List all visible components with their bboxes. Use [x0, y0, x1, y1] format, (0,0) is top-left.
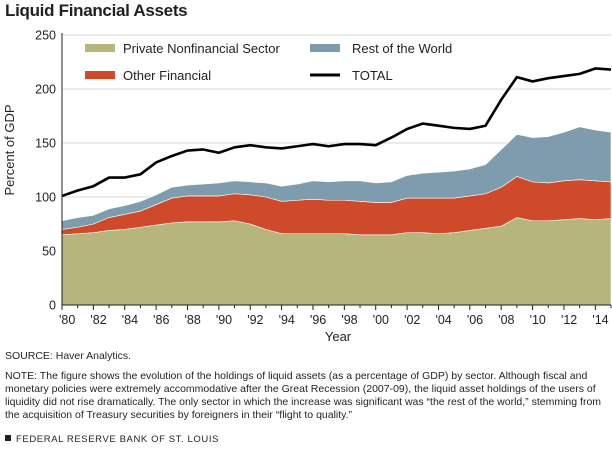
footer-square-icon [5, 435, 11, 441]
y-tick-label: 250 [35, 29, 56, 43]
x-tick-label: '06 [467, 313, 483, 327]
x-tick-label: '96 [310, 313, 326, 327]
x-tick-label: '94 [279, 313, 295, 327]
footer: FEDERAL RESERVE BANK OF ST. LOUIS [5, 434, 219, 445]
axes [61, 33, 612, 310]
source-note: SOURCE: Haver Analytics. [5, 350, 132, 362]
x-tick-label: '04 [435, 313, 451, 327]
y-tick-label: 0 [49, 299, 56, 313]
x-tick-label: '80 [59, 313, 75, 327]
x-tick-label: '02 [404, 313, 420, 327]
legend-swatch-rest-of-world [310, 44, 340, 52]
y-tick-label: 200 [35, 83, 56, 97]
total-line [61, 67, 612, 198]
footer-text: FEDERAL RESERVE BANK OF ST. LOUIS [16, 434, 219, 445]
legend-label-total: TOTAL [352, 68, 393, 83]
x-tick-label: '82 [90, 313, 106, 327]
chart-area: 0 50 100 150 200 250 '80 '82 '84 '86 '88 '90 '92 '94… [2, 29, 612, 344]
x-tick-label: '12 [561, 313, 577, 327]
legend-label-rest-of-world: Rest of the World [352, 41, 452, 56]
y-tick-labels: 0 50 100 150 200 250 [35, 29, 56, 313]
legend-label-other-financial: Other Financial [123, 68, 211, 83]
legend-swatch-other-financial [85, 71, 115, 79]
y-axis-title: Percent of GDP [2, 104, 17, 195]
x-tick-label: '84 [122, 313, 138, 327]
legend-label-private-nonfinancial: Private Nonfinancial Sector [123, 41, 280, 56]
x-tick-label: '10 [530, 313, 546, 327]
x-tick-label: '98 [341, 313, 357, 327]
total-line-group [61, 67, 612, 198]
x-tick-label: '00 [373, 313, 389, 327]
y-tick-label: 100 [35, 191, 56, 205]
legend: Private Nonfinancial Sector Rest of the … [85, 41, 452, 83]
chart-title: Liquid Financial Assets [5, 1, 188, 20]
x-tick-label: '86 [153, 313, 169, 327]
chart-note: NOTE: The figure shows the evolution of … [5, 370, 602, 421]
x-tick-label: '08 [498, 313, 514, 327]
x-tick-label: '14 [592, 313, 608, 327]
x-tick-labels: '80 '82 '84 '86 '88 '90 '92 '94 '96 '98 '00 '02 '04 '… [59, 313, 609, 327]
x-tick-label: '88 [184, 313, 200, 327]
area-rest-of-the-world [61, 126, 612, 230]
x-tick-label: '90 [216, 313, 232, 327]
y-tick-label: 50 [42, 245, 56, 259]
legend-swatch-private-nonfinancial [85, 44, 115, 52]
y-tick-label: 150 [35, 137, 56, 151]
x-axis-title: Year [325, 329, 352, 344]
x-tick-label: '92 [247, 313, 263, 327]
stacked-areas [61, 126, 612, 306]
